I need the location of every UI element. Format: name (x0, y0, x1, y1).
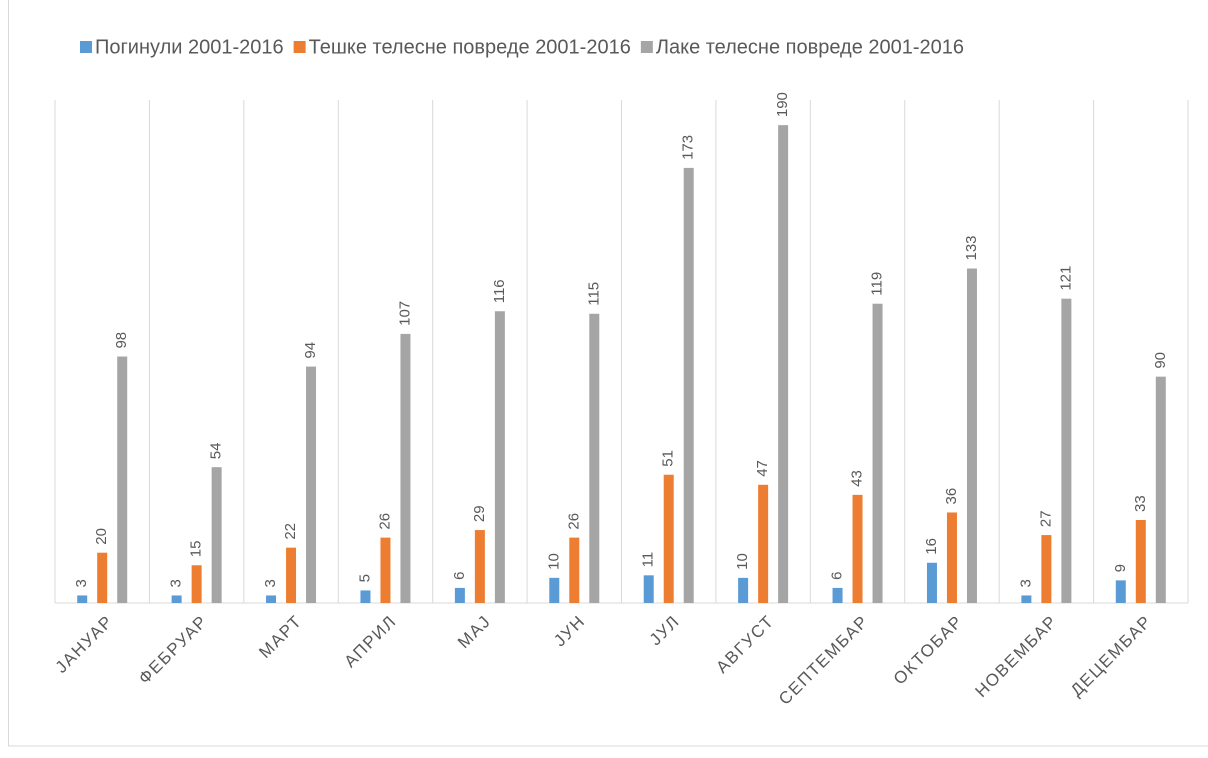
data-label: 121 (1057, 266, 1074, 291)
data-label: 133 (963, 235, 980, 260)
bar (171, 595, 182, 603)
bar (266, 595, 277, 603)
data-label: 33 (1132, 495, 1149, 512)
x-tick-label: ФЕБРУАР (135, 611, 212, 688)
bar (872, 303, 883, 603)
data-label: 11 (640, 552, 657, 568)
x-tick-label: АПРИЛ (340, 611, 400, 671)
data-label: 116 (491, 279, 508, 303)
data-label: 26 (565, 513, 582, 530)
bar (852, 494, 863, 603)
data-label: 173 (680, 135, 697, 160)
bar (643, 575, 654, 603)
bar (926, 562, 937, 603)
data-label: 29 (471, 505, 488, 522)
legend-swatch (293, 41, 306, 53)
data-label: 16 (923, 538, 940, 555)
data-label: 20 (93, 528, 110, 545)
bar (966, 268, 977, 603)
bar (77, 595, 88, 603)
x-tick-label: МАЈ (454, 611, 495, 652)
bar (1041, 535, 1052, 603)
data-label: 36 (943, 488, 960, 505)
legend-swatch (640, 41, 653, 53)
bar (589, 313, 600, 603)
x-tick-label: ЈУЛ (646, 611, 684, 649)
data-label: 90 (1152, 352, 1169, 369)
data-label: 26 (376, 513, 393, 530)
bar (117, 356, 128, 603)
bar (97, 552, 108, 603)
bar (400, 333, 411, 603)
bar (494, 311, 505, 603)
data-label: 47 (754, 460, 771, 477)
bar (946, 512, 957, 603)
bar (211, 467, 222, 603)
data-label: 10 (734, 553, 751, 570)
data-label: 6 (829, 572, 846, 580)
bar (738, 577, 749, 603)
bar (474, 530, 485, 603)
data-label: 190 (774, 92, 791, 117)
bar (663, 474, 674, 603)
data-label: 3 (262, 579, 279, 587)
bar (1115, 580, 1126, 603)
x-tick-label: НОВЕМБАР (972, 611, 1062, 701)
data-label: 9 (1112, 564, 1129, 572)
bar (360, 590, 371, 603)
bar (1135, 520, 1146, 603)
data-label: 119 (869, 272, 886, 296)
chart-border (8, 0, 1208, 747)
data-label: 27 (1037, 510, 1054, 527)
data-label: 51 (660, 450, 677, 467)
bar (380, 537, 391, 603)
bar (286, 547, 297, 603)
bar (832, 587, 843, 603)
x-tick-label: ДЕЦЕМБАР (1067, 611, 1156, 700)
bar (569, 537, 580, 603)
x-tick-label: МАРТ (255, 611, 306, 662)
data-label: 107 (396, 301, 413, 326)
data-label: 54 (208, 443, 225, 460)
legend-label: Тешке телесне повреде 2001-2016 (309, 36, 631, 58)
bar (454, 587, 465, 603)
bar (1021, 595, 1032, 603)
bar (758, 484, 769, 603)
data-label: 6 (451, 572, 468, 580)
legend-swatch (80, 41, 92, 53)
bar (1155, 376, 1166, 603)
bar (778, 125, 789, 604)
data-label: 22 (282, 523, 299, 540)
data-label: 98 (113, 332, 130, 349)
legend-label: Погинули 2001-2016 (95, 36, 284, 58)
data-label: 3 (168, 579, 185, 587)
data-label: 15 (188, 541, 205, 558)
x-tick-label: ЈАНУАР (52, 611, 117, 676)
data-label: 43 (849, 470, 866, 487)
legend-label: Лаке телесне повреде 2001-2016 (656, 36, 964, 58)
data-label: 3 (1017, 579, 1034, 587)
data-label: 3 (73, 579, 90, 587)
data-label: 115 (585, 282, 602, 306)
data-label: 10 (545, 553, 562, 570)
bar (683, 167, 694, 603)
bar (549, 577, 560, 603)
x-tick-label: ОКТОБАР (890, 611, 967, 688)
data-label: 94 (302, 342, 319, 359)
data-label: 5 (356, 574, 373, 582)
bar (191, 565, 202, 603)
x-tick-label: СЕПТЕМБАР (775, 611, 872, 708)
x-tick-label: ЈУН (550, 611, 589, 650)
bar (1061, 298, 1072, 603)
x-tick-label: АВГУСТ (712, 611, 778, 677)
bar (306, 366, 317, 603)
